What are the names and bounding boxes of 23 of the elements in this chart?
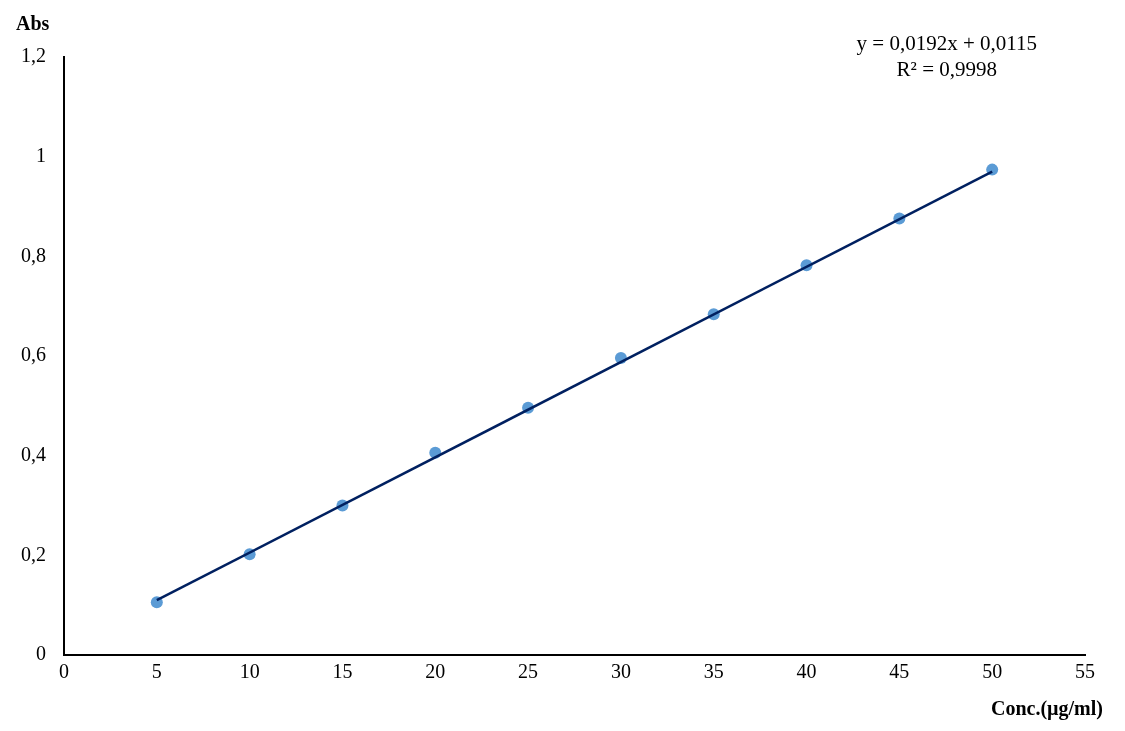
x-tick-label: 30 (610, 660, 631, 683)
x-tick-label: 15 (332, 660, 353, 683)
x-axis-title: Conc.(µg/ml) (990, 697, 1103, 720)
y-axis-title: Abs (16, 12, 50, 35)
y-tick-label: 1 (36, 143, 46, 166)
y-tick-label: 0,4 (21, 442, 46, 465)
x-tick-label: 0 (59, 660, 69, 683)
x-tick-label: 10 (239, 660, 260, 683)
x-tick-label: 35 (703, 660, 724, 683)
x-tick-label: 45 (889, 660, 910, 683)
annotation: R² = 0,9998 (895, 56, 998, 82)
x-tick-label: 40 (796, 660, 817, 683)
x-tick-label: 5 (151, 660, 162, 683)
x-tick-label: 50 (982, 660, 1003, 683)
x-tick-label: 25 (518, 660, 539, 683)
x-tick-label: 55 (1075, 660, 1095, 683)
y-tick-label: 0,2 (21, 542, 46, 565)
x-tick-label: 20 (425, 660, 446, 683)
y-tick-label: 1,2 (21, 44, 46, 67)
y-tick-label: 0 (36, 642, 46, 665)
y-tick-label: 0,6 (21, 343, 46, 366)
y-tick-label: 0,8 (21, 243, 46, 266)
text: y = 0,0192x + 0,0115 (856, 30, 1037, 56)
